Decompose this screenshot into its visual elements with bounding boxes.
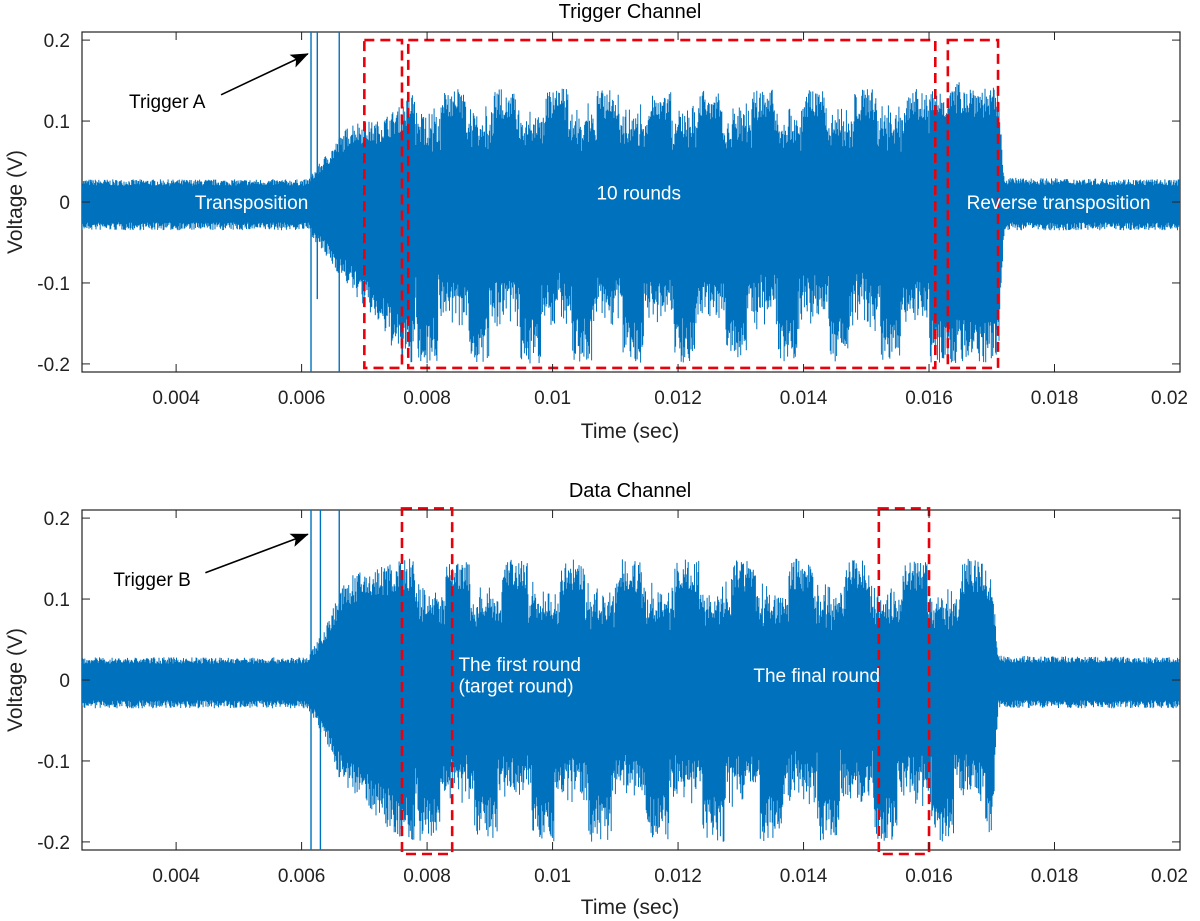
- x-tick-label: 0.008: [403, 866, 451, 887]
- y-tick-label: -0.2: [37, 833, 70, 854]
- y-tick-label: 0.1: [44, 590, 70, 611]
- trigger-channel-chart: Trigger Channel 0.004 0.006 0.008 0.01 0.012…: [4, 1, 1188, 443]
- x-tick-label: 0.01: [534, 388, 571, 409]
- ticks-layer: 0.004 0.006 0.008 0.01 0.012 0.014 0.016 0.018 0…: [37, 509, 1188, 887]
- x-tick-label: 0.018: [1031, 866, 1079, 887]
- x-tick-label: 0.01: [534, 866, 571, 887]
- annotation-box-layer: [400, 507, 931, 856]
- ticks-layer: 0.004 0.006 0.008 0.01 0.012 0.014 0.016 0.018 0…: [37, 31, 1188, 409]
- x-tick-label: 0.004: [152, 388, 200, 409]
- region-label: Transposition: [195, 193, 308, 214]
- x-tick-label: 0.014: [780, 866, 828, 887]
- annotation-arrow: [220, 53, 309, 96]
- region-label: 10 rounds: [596, 183, 681, 204]
- region-label: The final round: [753, 666, 880, 687]
- x-tick-label: 0.008: [403, 388, 451, 409]
- highlight-box: [400, 507, 454, 856]
- y-tick-label: 0.2: [44, 31, 70, 52]
- annotation-layer: Trigger B The first round(target round) Th…: [113, 533, 880, 698]
- y-tick-label: 0.2: [44, 509, 70, 530]
- chart-title: Trigger Channel: [559, 1, 702, 23]
- annotation-box-layer: [363, 38, 1000, 370]
- x-tick-label: 0.016: [905, 388, 953, 409]
- annotation-arrow: [205, 533, 309, 574]
- region-label: Reverse transposition: [967, 193, 1151, 214]
- x-axis-label: Time (sec): [581, 420, 679, 443]
- x-tick-label: 0.012: [654, 388, 702, 409]
- y-tick-label: 0.1: [44, 112, 70, 133]
- x-tick-label: 0.016: [905, 866, 953, 887]
- x-tick-label: 0.012: [654, 866, 702, 887]
- y-axis-label: Voltage (V): [4, 628, 27, 732]
- annotation-layer: Trigger A Transposition 10 rounds Reverse t…: [129, 53, 1151, 214]
- signal-trace: [82, 558, 1180, 842]
- highlight-box: [946, 38, 1000, 370]
- signal-trace: [82, 82, 1180, 364]
- signal-layer: [82, 510, 1180, 850]
- y-tick-label: -0.1: [37, 274, 70, 295]
- y-tick-label: -0.1: [37, 752, 70, 773]
- x-tick-label: 0.02: [1151, 866, 1188, 887]
- y-tick-label: 0: [59, 671, 70, 692]
- trigger-label: Trigger A: [129, 92, 206, 113]
- x-axis-label: Time (sec): [581, 896, 679, 919]
- chart-title: Data Channel: [569, 480, 691, 502]
- y-tick-label: -0.2: [37, 355, 70, 376]
- x-tick-label: 0.004: [152, 866, 200, 887]
- trigger-label: Trigger B: [113, 570, 190, 591]
- y-tick-label: 0: [59, 193, 70, 214]
- highlight-box: [363, 38, 404, 370]
- signal-layer: [82, 32, 1180, 372]
- highlight-box: [406, 38, 937, 370]
- x-tick-label: 0.014: [780, 388, 828, 409]
- y-axis-label: Voltage (V): [4, 150, 27, 254]
- x-tick-label: 0.018: [1031, 388, 1079, 409]
- data-channel-chart: Data Channel 0.004 0.006 0.008 0.01 0.012 0.0…: [4, 480, 1188, 919]
- region-label: (target round): [458, 677, 573, 698]
- x-tick-label: 0.006: [278, 388, 326, 409]
- x-tick-label: 0.02: [1151, 388, 1188, 409]
- highlight-box: [877, 507, 931, 856]
- region-label: The first round: [458, 655, 581, 676]
- x-tick-label: 0.006: [278, 866, 326, 887]
